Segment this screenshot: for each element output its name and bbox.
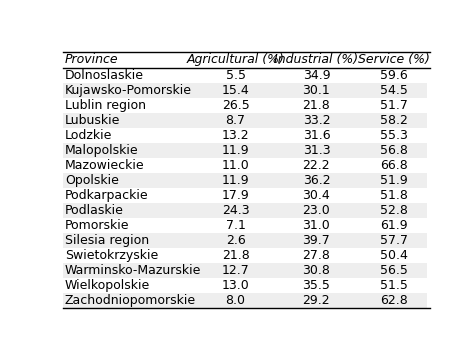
Text: 51.7: 51.7	[380, 99, 408, 112]
Text: 22.2: 22.2	[302, 159, 330, 172]
Text: 27.8: 27.8	[302, 249, 330, 262]
Text: Industrial (%): Industrial (%)	[274, 53, 358, 66]
FancyBboxPatch shape	[63, 263, 430, 278]
Text: Kujawsko-Pomorskie: Kujawsko-Pomorskie	[65, 84, 192, 97]
Text: 31.3: 31.3	[302, 144, 330, 157]
Text: 52.8: 52.8	[380, 204, 408, 217]
Text: 34.9: 34.9	[302, 69, 330, 82]
Text: 17.9: 17.9	[222, 189, 249, 202]
Text: 30.8: 30.8	[302, 264, 330, 277]
Text: Service (%): Service (%)	[357, 53, 429, 66]
Text: 12.7: 12.7	[222, 264, 249, 277]
FancyBboxPatch shape	[63, 293, 430, 308]
Text: Agricultural (%): Agricultural (%)	[187, 53, 284, 66]
FancyBboxPatch shape	[63, 143, 430, 158]
Text: 13.0: 13.0	[222, 279, 249, 292]
Text: 51.8: 51.8	[380, 189, 408, 202]
FancyBboxPatch shape	[63, 218, 430, 233]
Text: Mazowieckie: Mazowieckie	[65, 159, 145, 172]
Text: 56.8: 56.8	[380, 144, 408, 157]
Text: Province: Province	[65, 53, 118, 66]
Text: 57.7: 57.7	[380, 234, 408, 247]
Text: 5.5: 5.5	[226, 69, 246, 82]
Text: 54.5: 54.5	[380, 84, 408, 97]
Text: Opolskie: Opolskie	[65, 174, 118, 187]
Text: 11.9: 11.9	[222, 174, 249, 187]
Text: 11.0: 11.0	[222, 159, 249, 172]
Text: Silesia region: Silesia region	[65, 234, 149, 247]
Text: 58.2: 58.2	[380, 114, 408, 127]
Text: 21.8: 21.8	[302, 99, 330, 112]
Text: 51.9: 51.9	[380, 174, 408, 187]
Text: 30.1: 30.1	[302, 84, 330, 97]
Text: 24.3: 24.3	[222, 204, 249, 217]
Text: 23.0: 23.0	[302, 204, 330, 217]
FancyBboxPatch shape	[63, 98, 430, 113]
Text: 2.6: 2.6	[226, 234, 246, 247]
Text: 21.8: 21.8	[222, 249, 249, 262]
Text: 36.2: 36.2	[302, 174, 330, 187]
FancyBboxPatch shape	[63, 113, 430, 128]
FancyBboxPatch shape	[63, 188, 430, 203]
Text: Zachodniopomorskie: Zachodniopomorskie	[65, 294, 196, 307]
Text: 39.7: 39.7	[302, 234, 330, 247]
FancyBboxPatch shape	[63, 68, 430, 83]
Text: 13.2: 13.2	[222, 129, 249, 142]
Text: 61.9: 61.9	[380, 219, 407, 232]
Text: 8.0: 8.0	[226, 294, 246, 307]
Text: 51.5: 51.5	[380, 279, 408, 292]
Text: 11.9: 11.9	[222, 144, 249, 157]
Text: 35.5: 35.5	[302, 279, 330, 292]
Text: 15.4: 15.4	[222, 84, 249, 97]
Text: 59.6: 59.6	[380, 69, 408, 82]
Text: 62.8: 62.8	[380, 294, 408, 307]
Text: 66.8: 66.8	[380, 159, 408, 172]
Text: 31.6: 31.6	[302, 129, 330, 142]
FancyBboxPatch shape	[63, 83, 430, 98]
Text: 56.5: 56.5	[380, 264, 408, 277]
Text: 55.3: 55.3	[380, 129, 408, 142]
Text: Lublin region: Lublin region	[65, 99, 146, 112]
Text: Podlaskie: Podlaskie	[65, 204, 124, 217]
FancyBboxPatch shape	[63, 203, 430, 218]
Text: 50.4: 50.4	[380, 249, 408, 262]
Text: 30.4: 30.4	[302, 189, 330, 202]
FancyBboxPatch shape	[63, 248, 430, 263]
Text: 26.5: 26.5	[222, 99, 249, 112]
FancyBboxPatch shape	[63, 173, 430, 188]
Text: 33.2: 33.2	[302, 114, 330, 127]
Text: 8.7: 8.7	[226, 114, 246, 127]
Text: 31.0: 31.0	[302, 219, 330, 232]
Text: 7.1: 7.1	[226, 219, 246, 232]
Text: Lodzkie: Lodzkie	[65, 129, 112, 142]
Text: Podkarpackie: Podkarpackie	[65, 189, 148, 202]
Text: Pomorskie: Pomorskie	[65, 219, 129, 232]
Text: Wielkopolskie: Wielkopolskie	[65, 279, 150, 292]
Text: Malopolskie: Malopolskie	[65, 144, 138, 157]
Text: 29.2: 29.2	[302, 294, 330, 307]
FancyBboxPatch shape	[63, 128, 430, 143]
Text: Dolnoslaskie: Dolnoslaskie	[65, 69, 144, 82]
Text: Lubuskie: Lubuskie	[65, 114, 120, 127]
FancyBboxPatch shape	[63, 233, 430, 248]
FancyBboxPatch shape	[63, 158, 430, 173]
FancyBboxPatch shape	[63, 278, 430, 293]
Text: Swietokrzyskie: Swietokrzyskie	[65, 249, 158, 262]
Text: Warminsko-Mazurskie: Warminsko-Mazurskie	[65, 264, 201, 277]
